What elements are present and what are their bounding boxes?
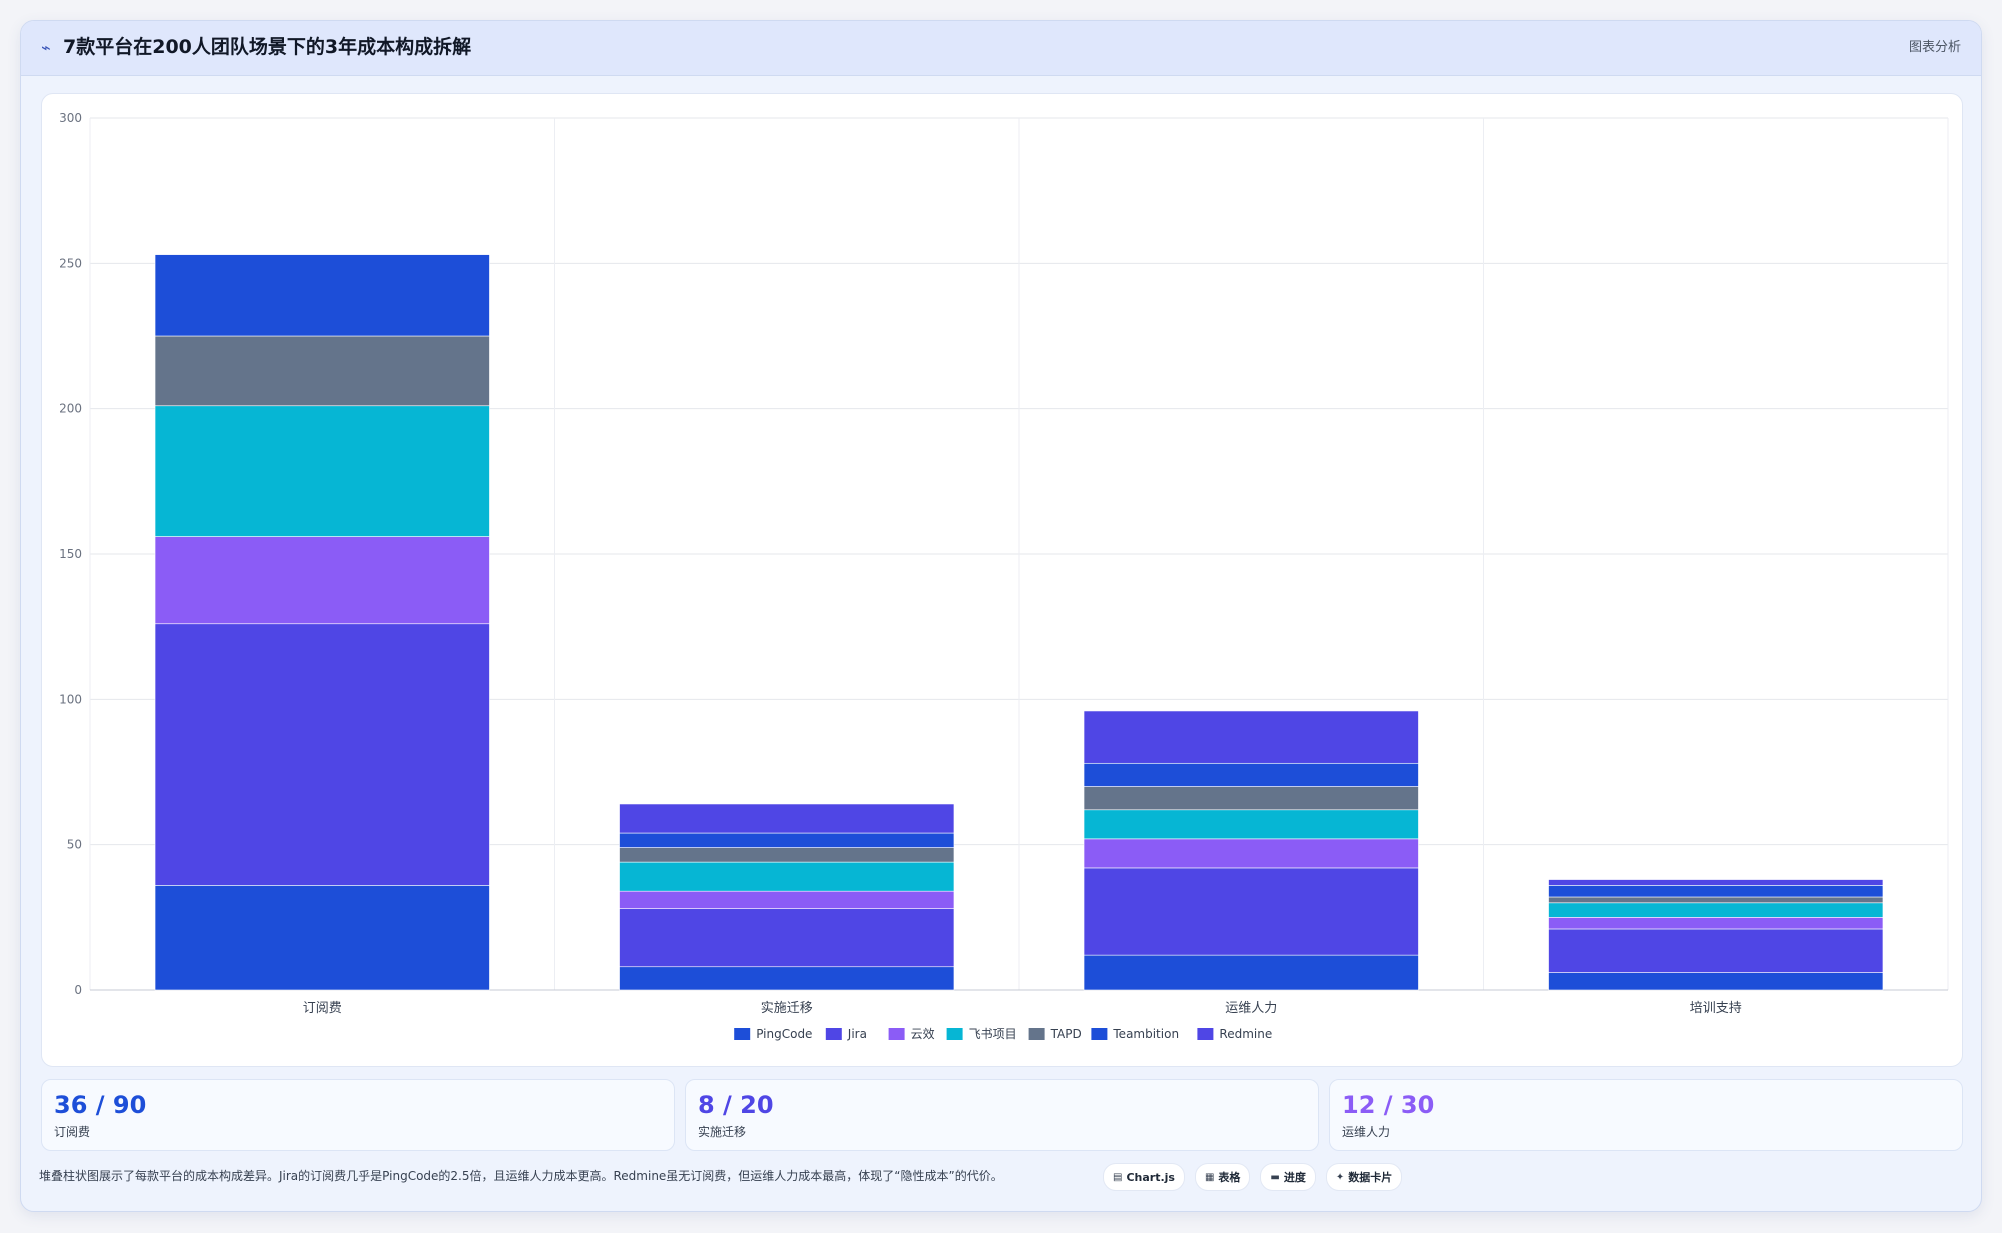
panel-header: ⌁ 7款平台在200人团队场景下的3年成本构成拆解 图表分析 — [21, 21, 1981, 76]
bar-segment — [154, 405, 490, 537]
legend-label: PingCode — [756, 1027, 812, 1041]
bar-segment — [619, 861, 955, 892]
bar-segment — [619, 847, 955, 863]
y-tick-label: 250 — [59, 256, 82, 270]
y-tick-label: 200 — [59, 402, 82, 416]
bar-segment — [619, 966, 955, 991]
legend-swatch — [734, 1028, 751, 1040]
legend-label: Redmine — [1219, 1027, 1272, 1041]
bar-segment — [1548, 917, 1884, 930]
chart-panel: ⌁ 7款平台在200人团队场景下的3年成本构成拆解 图表分析 0 50 100 150… — [20, 20, 1982, 1212]
chip-label: 表格 — [1218, 1171, 1241, 1184]
chart-description: 堆叠柱状图展示了每款平台的成本构成差异。Jira的订阅费几乎是PingCode的… — [39, 1169, 1003, 1183]
legend-swatch — [825, 1028, 842, 1040]
feature-chips: ▤ Chart.js ▦ 表格 ▬ 进度 ✦ 数据卡片 — [1103, 1163, 1403, 1191]
bar-segment — [1083, 762, 1419, 787]
bar-segment — [1083, 838, 1419, 869]
bar-segment — [1548, 896, 1884, 904]
y-tick-label: 50 — [67, 838, 82, 852]
bar-segment — [1083, 809, 1419, 840]
stat-card-implementation: 8 / 20 实施迁移 — [685, 1079, 1319, 1151]
legend-swatch — [888, 1028, 905, 1040]
bar-segment — [1083, 954, 1419, 991]
bar-segment — [154, 536, 490, 625]
stat-card-subscription: 36 / 90 订阅费 — [41, 1079, 675, 1151]
legend-label: TAPD — [1050, 1027, 1082, 1041]
x-tick-label: 培训支持 — [1690, 1000, 1742, 1016]
legend-swatch — [1028, 1028, 1045, 1040]
y-tick-label: 100 — [59, 692, 82, 706]
bar-segment — [619, 908, 955, 968]
bar-segment — [1548, 879, 1884, 886]
bar-segment — [1548, 928, 1884, 973]
bar-segment — [154, 885, 490, 991]
bar-segment — [1083, 867, 1419, 956]
stat-value: 12 / 30 — [1342, 1091, 1435, 1119]
stat-card-operations: 12 / 30 运维人力 — [1329, 1079, 1963, 1151]
chart-card: 0 50 100 150 200 250 300 订阅费 实施迁移 运维人力 培训支持 PingCod… — [41, 93, 1963, 1067]
bar-segment — [154, 254, 490, 337]
chart-icon: ▤ — [1113, 1171, 1123, 1183]
chart-title: 7款平台在200人团队场景下的3年成本构成拆解 — [63, 36, 472, 58]
x-tick-label: 订阅费 — [303, 1001, 342, 1016]
bar-segment — [154, 335, 490, 407]
legend-swatch — [946, 1028, 963, 1040]
legend-label: Teambition — [1112, 1027, 1179, 1041]
bar-segment — [619, 832, 955, 848]
stat-label: 订阅费 — [54, 1125, 91, 1139]
chip-progress[interactable]: ▬ 进度 — [1260, 1163, 1316, 1191]
chip-label: 数据卡片 — [1348, 1171, 1393, 1184]
legend-label: 飞书项目 — [969, 1027, 1017, 1041]
bar-segment — [154, 623, 490, 886]
bar-segment — [1083, 710, 1419, 764]
y-tick-label: 150 — [59, 547, 82, 561]
bar-segment — [1548, 972, 1884, 991]
chart-analysis-link[interactable]: 图表分析 — [1908, 40, 1961, 55]
y-tick-label: 300 — [59, 111, 82, 125]
stat-value: 8 / 20 — [698, 1091, 774, 1119]
stat-label: 运维人力 — [1342, 1125, 1391, 1139]
card-icon: ✦ — [1335, 1171, 1345, 1183]
chip-table[interactable]: ▦ 表格 — [1194, 1163, 1251, 1191]
stat-value: 36 / 90 — [54, 1091, 147, 1119]
chart-trend-icon: ⌁ — [41, 38, 51, 57]
legend-label: Jira — [847, 1027, 867, 1041]
chip-chartjs[interactable]: ▤ Chart.js — [1103, 1163, 1185, 1191]
x-tick-label: 运维人力 — [1225, 1001, 1277, 1016]
bar-segment — [1083, 786, 1419, 811]
bar-segment — [619, 890, 955, 909]
legend-swatch — [1197, 1028, 1214, 1040]
legend-swatch — [1091, 1028, 1108, 1040]
chip-label: 进度 — [1283, 1171, 1306, 1184]
y-tick-label: 0 — [74, 983, 82, 997]
x-tick-label: 实施迁移 — [761, 1001, 813, 1016]
stacked-bar-chart: 0 50 100 150 200 250 300 订阅费 实施迁移 运维人力 培训支持 PingCod… — [59, 111, 1949, 1041]
bar-segment — [619, 803, 955, 834]
stat-label: 实施迁移 — [698, 1125, 747, 1139]
legend-label: 云效 — [911, 1026, 935, 1041]
bar-segment — [1548, 885, 1884, 898]
table-icon: ▦ — [1204, 1171, 1215, 1183]
bar-segment — [1548, 902, 1884, 918]
progress-icon: ▬ — [1270, 1171, 1280, 1183]
chip-data-card[interactable]: ✦ 数据卡片 — [1325, 1163, 1403, 1191]
chip-label: Chart.js — [1126, 1170, 1175, 1184]
